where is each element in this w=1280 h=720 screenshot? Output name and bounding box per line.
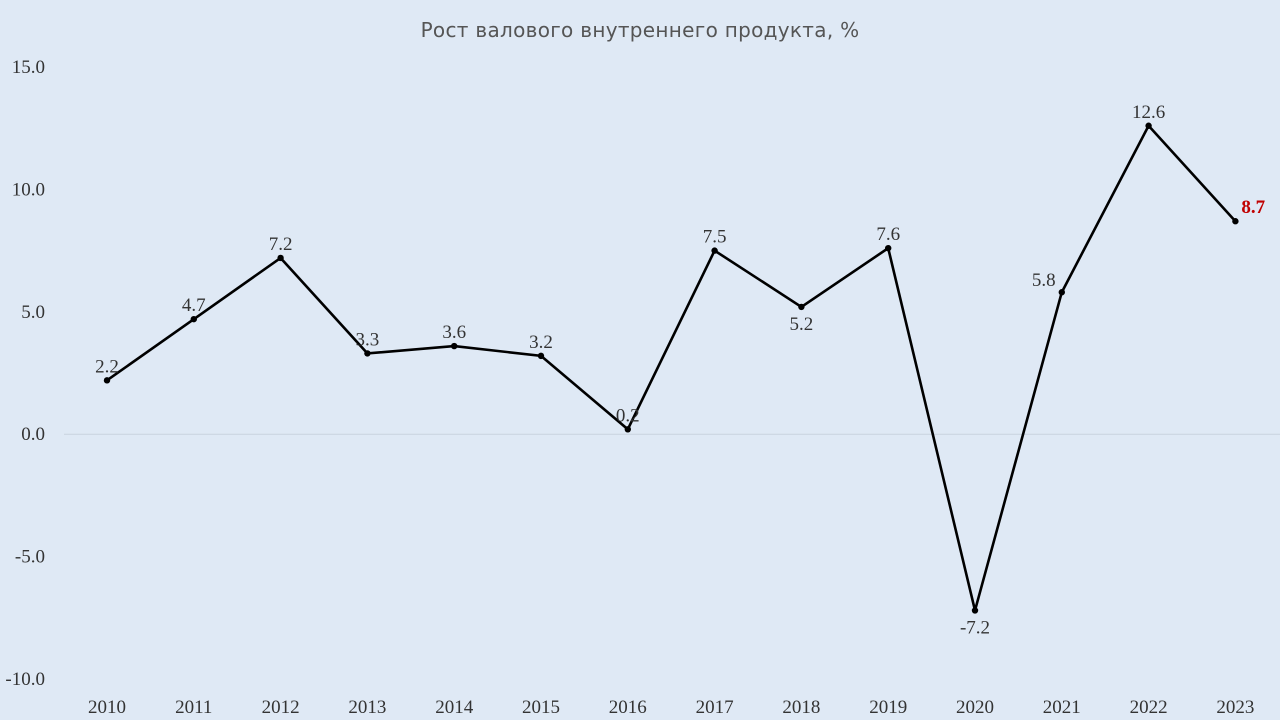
data-label: 3.2 (529, 332, 553, 353)
y-tick-label: 10.0 (12, 179, 45, 200)
x-tick-label: 2023 (1216, 697, 1254, 718)
x-tick-label: 2022 (1130, 697, 1168, 718)
x-tick-label: 2018 (782, 697, 820, 718)
data-label: 3.6 (442, 322, 466, 343)
y-tick-label: 0.0 (21, 424, 45, 445)
data-point (1145, 122, 1152, 129)
data-point (885, 244, 892, 252)
data-point (624, 426, 631, 433)
data-label: 5.2 (790, 314, 814, 335)
data-label: 4.7 (182, 295, 206, 316)
x-tick-label: 2016 (609, 697, 647, 718)
x-tick-label: 2019 (869, 697, 907, 718)
data-point (537, 352, 545, 360)
data-label: 5.8 (1032, 270, 1056, 291)
y-tick-label: -5.0 (15, 547, 45, 568)
data-point (364, 350, 371, 357)
y-tick-label: 15.0 (12, 57, 45, 78)
y-tick-label: -10.0 (5, 669, 45, 690)
data-label: 12.6 (1132, 102, 1165, 123)
x-tick-label: 2021 (1043, 697, 1081, 718)
data-point (1232, 218, 1239, 225)
data-label: 8.7 (1241, 197, 1265, 218)
data-point (1058, 289, 1066, 296)
data-point (190, 315, 197, 323)
data-point (451, 342, 458, 350)
data-point (711, 247, 718, 254)
y-tick-label: 5.0 (21, 302, 45, 323)
data-label: 2.2 (95, 356, 119, 377)
x-tick-label: 2013 (348, 697, 386, 718)
data-label: -7.2 (960, 617, 990, 638)
x-tick-label: 2017 (696, 697, 734, 718)
data-point (971, 607, 979, 614)
series-line (106, 123, 1237, 611)
data-point (103, 377, 111, 384)
data-label: 7.2 (269, 234, 293, 255)
data-point (798, 303, 805, 311)
data-label: 0.2 (616, 405, 640, 426)
data-point (277, 254, 284, 262)
data-label: 7.5 (703, 227, 727, 248)
x-tick-label: 2014 (435, 697, 474, 718)
x-tick-label: 2010 (88, 697, 126, 718)
data-label: 3.3 (356, 329, 380, 350)
chart-title: Рост валового внутреннего продукта, % (420, 18, 860, 42)
data-label: 7.6 (876, 224, 900, 245)
x-tick-label: 2020 (956, 697, 994, 718)
x-tick-label: 2011 (175, 697, 212, 718)
x-tick-label: 2012 (262, 697, 300, 718)
x-tick-label: 2015 (522, 697, 560, 718)
